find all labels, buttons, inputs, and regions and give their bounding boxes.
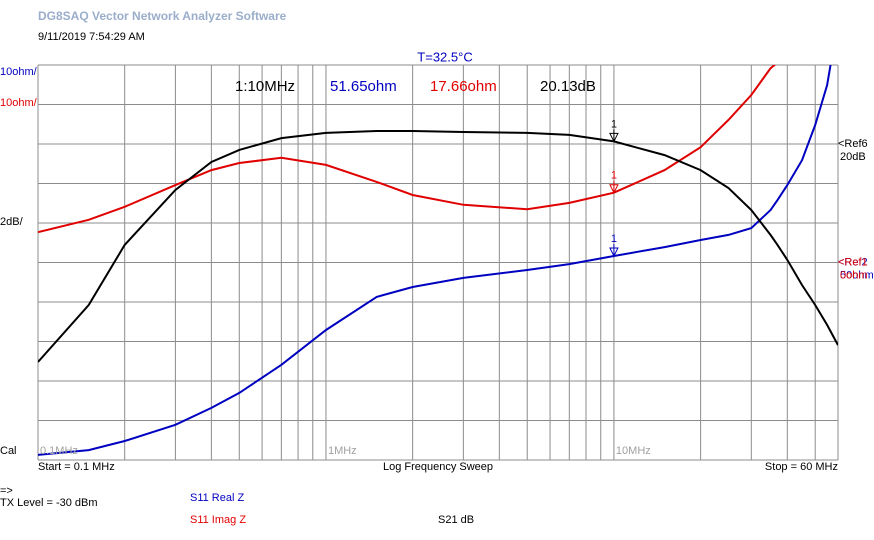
- marker-arrow: [609, 243, 619, 258]
- arrow-label: =>: [0, 485, 13, 497]
- trace: [38, 65, 832, 456]
- marker-readout: 20.13dB: [540, 78, 596, 95]
- marker-label: 1: [611, 170, 617, 182]
- x-tick-label: 10MHz: [616, 445, 651, 457]
- marker-arrow: [609, 180, 619, 194]
- timestamp: 9/11/2019 7:54:29 AM: [38, 31, 145, 43]
- ref-label: <Ref6: [838, 138, 868, 150]
- marker-readout-freq: 1:10MHz: [235, 78, 295, 95]
- marker-arrow: [609, 129, 619, 143]
- scale-label: 2dB/: [0, 216, 24, 228]
- sweep-label: Log Frequency Sweep: [383, 461, 493, 473]
- x-tick-label: 1MHz: [328, 445, 357, 457]
- start-label: Start = 0.1 MHz: [38, 461, 115, 473]
- legend-entry: S11 Imag Z: [190, 514, 246, 526]
- ref-value: 50ohm: [840, 269, 874, 281]
- trace: [38, 130, 838, 363]
- traces: [38, 65, 838, 456]
- legend-entry: S21 dB: [438, 514, 474, 526]
- cal-label: Cal: [0, 445, 17, 457]
- marker-label: 1: [611, 118, 617, 130]
- legend-entry: S11 Real Z: [190, 492, 244, 504]
- scale-label: 10ohm/: [0, 97, 38, 109]
- tx-level: TX Level = -30 dBm: [0, 497, 98, 509]
- chart-title: T=32.5°C: [417, 49, 472, 64]
- ref-label: <Ref1: [838, 256, 868, 268]
- marker-label: 1: [611, 233, 617, 245]
- ref-value: 20dB: [840, 151, 866, 163]
- marker-readout: 51.65ohm: [330, 78, 397, 95]
- marker-readout: 17.66ohm: [430, 78, 497, 95]
- ref-label: <Ref2: [838, 256, 868, 268]
- trace: [38, 65, 777, 234]
- grid: [37, 64, 839, 461]
- ref-value: 0ohm: [840, 269, 868, 281]
- scale-label: 10ohm/: [0, 66, 38, 78]
- stop-label: Stop = 60 MHz: [765, 461, 838, 473]
- x-tick-label: 0.1MHz: [40, 445, 78, 457]
- app-title: DG8SAQ Vector Network Analyzer Software: [38, 9, 287, 23]
